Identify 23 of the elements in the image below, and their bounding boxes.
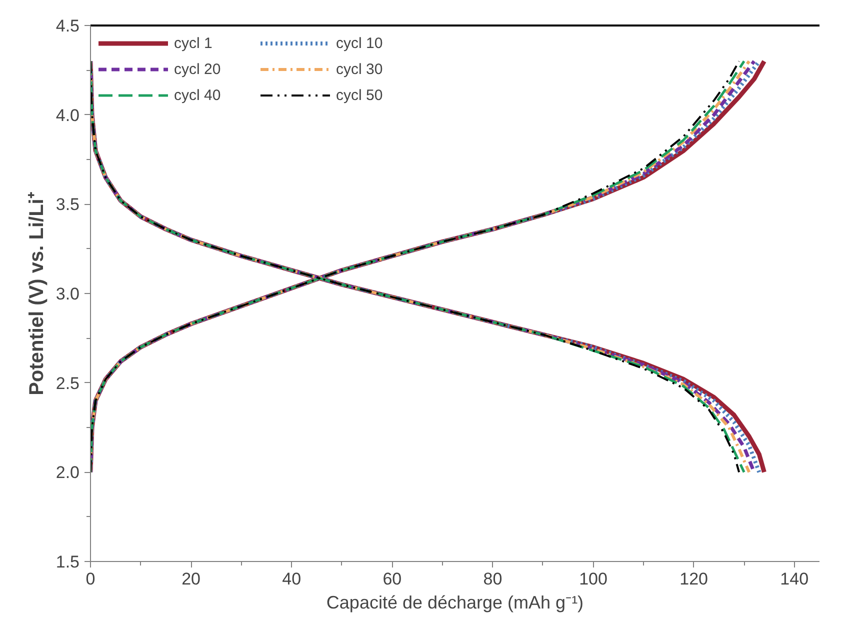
y-tick-label: 1.5 bbox=[56, 552, 80, 572]
x-tick-label: 0 bbox=[86, 570, 96, 588]
y-tick-label: 4.0 bbox=[56, 106, 80, 125]
legend-label: cycl 20 bbox=[174, 60, 222, 78]
y-tick-label: 3.5 bbox=[56, 195, 80, 214]
legend-label: cycl 10 bbox=[336, 34, 384, 52]
x-tick-label: 60 bbox=[382, 570, 402, 588]
x-tick-label: 140 bbox=[780, 570, 809, 588]
legend-label: cycl 50 bbox=[336, 86, 384, 104]
legend-label: cycl 30 bbox=[336, 60, 384, 78]
y-tick-label: 2.0 bbox=[56, 463, 80, 482]
x-tick-label: 120 bbox=[680, 570, 708, 588]
y-tick-label: 2.5 bbox=[56, 374, 80, 393]
x-axis-title: Capacité de décharge (mAh g⁻¹) bbox=[326, 592, 584, 612]
y-tick-label: 3.0 bbox=[56, 284, 80, 304]
x-tick-label: 20 bbox=[182, 570, 201, 588]
x-tick-label: 40 bbox=[282, 570, 302, 588]
x-tick-label: 100 bbox=[579, 570, 608, 588]
y-axis-title: Potentiel (V) vs. Li/Li⁺ bbox=[26, 192, 48, 396]
legend-label: cycl 1 bbox=[174, 34, 214, 52]
y-tick-label: 4.5 bbox=[56, 16, 80, 36]
legend-label: cycl 40 bbox=[174, 86, 222, 104]
x-tick-label: 80 bbox=[483, 570, 502, 588]
